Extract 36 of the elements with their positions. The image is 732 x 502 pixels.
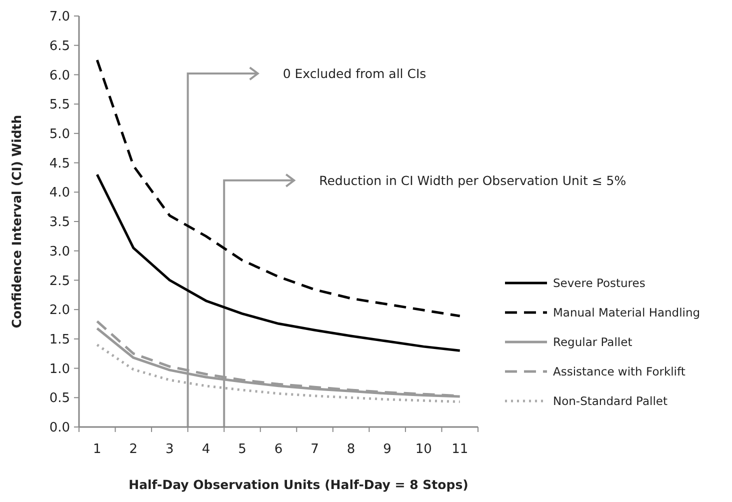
x-tick-label: 9 [383, 442, 392, 457]
x-tick-label: 3 [166, 442, 174, 457]
y-tick-label: 1.0 [49, 362, 70, 377]
y-tick-label: 3.5 [49, 215, 70, 230]
legend-label: Assistance with Forklift [553, 364, 686, 379]
x-tick-label: 11 [452, 442, 468, 457]
y-axis-title: Confidence Interval (CI) Width [9, 114, 24, 328]
y-tick-label: 4.0 [49, 186, 70, 201]
ref-line-label: Reduction in CI Width per Observation Unit ≤ 5% [319, 172, 626, 188]
legend-label: Severe Postures [553, 276, 646, 290]
x-tick-label: 8 [346, 442, 356, 457]
x-tick-label: 7 [310, 442, 319, 457]
y-tick-label: 0.0 [49, 420, 70, 436]
x-tick-label: 10 [415, 442, 432, 457]
y-tick-label: 4.5 [49, 156, 70, 172]
x-tick-label: 4 [202, 442, 210, 457]
legend-label: Non-Standard Pallet [553, 394, 668, 408]
legend-label: Regular Pallet [553, 335, 633, 350]
y-tick-label: 0.5 [49, 391, 70, 406]
y-tick-label: 3.0 [49, 244, 70, 260]
x-tick-label: 2 [129, 442, 138, 457]
x-axis-title: Half-Day Observation Units (Half-Day = 8 Stops) [128, 477, 468, 492]
y-tick-label: 6.0 [49, 68, 70, 84]
y-tick-label: 7.0 [49, 10, 70, 25]
y-tick-label: 6.5 [49, 38, 70, 54]
ref-line-label: 0 Excluded from all CIs [282, 66, 426, 81]
legend-label: Manual Material Handling [553, 306, 700, 320]
y-tick-label: 5.5 [49, 98, 70, 113]
x-tick-label: 6 [274, 442, 283, 457]
y-tick-label: 1.5 [49, 332, 70, 348]
line-series [96, 344, 462, 404]
x-tick-label: 1 [92, 442, 102, 457]
y-tick-label: 2.0 [49, 303, 70, 318]
y-tick-label: 5.0 [49, 126, 70, 142]
y-tick-label: 2.5 [49, 274, 70, 289]
x-tick-label: 5 [238, 442, 246, 457]
